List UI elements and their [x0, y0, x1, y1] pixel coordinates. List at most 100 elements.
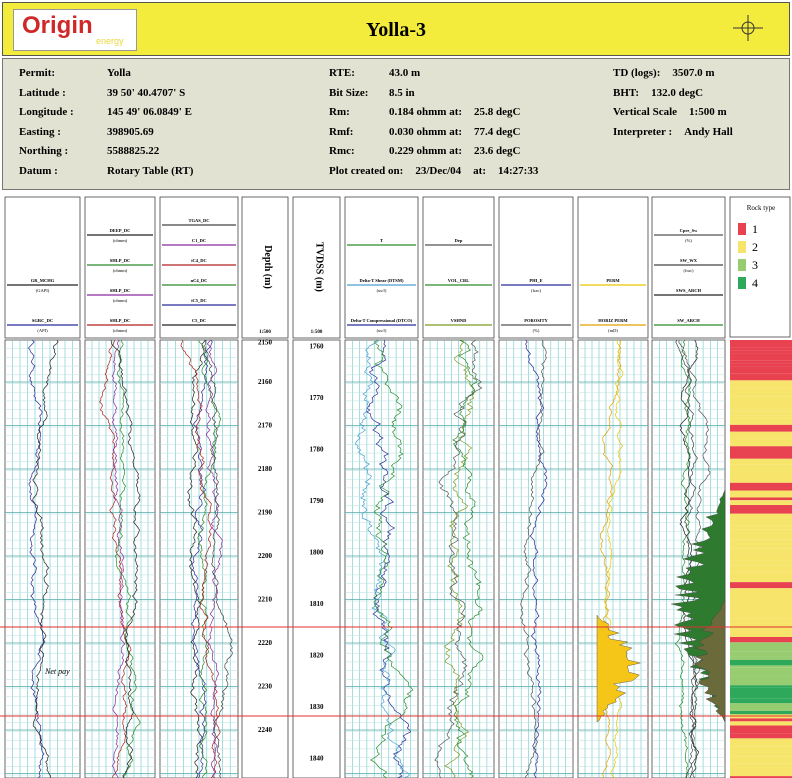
- log-curve: [369, 339, 414, 778]
- info-label: Northing :: [19, 145, 69, 157]
- info-label: Permit:: [19, 67, 56, 79]
- depth-label: 2150: [258, 339, 273, 347]
- depth-label: 2220: [258, 639, 273, 647]
- rock-stripe: [730, 659, 792, 666]
- info-row: Bit Size: 8.5 in: [329, 87, 550, 107]
- log-curve: [525, 339, 548, 778]
- info-row: Rm: 0.184 ohmm at: 25.8 degC: [329, 106, 550, 126]
- rock-stripe: [730, 415, 792, 419]
- legend-swatch: [738, 241, 746, 253]
- curve-name: Dep: [455, 238, 463, 243]
- info-value: 0.229 ohmm at:: [389, 145, 463, 157]
- curve-name: SHLP_DC: [110, 318, 131, 323]
- info-value: 77.4 degC: [474, 125, 521, 138]
- logo: Origin energy: [13, 9, 137, 51]
- info-value: 132.0 degC: [651, 86, 704, 99]
- info-value: 1:500 m: [689, 106, 727, 118]
- curve-unit: (API): [37, 328, 48, 333]
- track-scale: 1:500: [259, 330, 271, 335]
- rock-stripe: [730, 675, 792, 686]
- info-value: 25.8 degC: [474, 106, 521, 118]
- porosity-fill: [596, 614, 641, 723]
- rock-stripe: [730, 350, 792, 354]
- track-title: Depth (m): [262, 245, 273, 289]
- info-value: 23.6 degC: [474, 145, 521, 157]
- rock-stripe: [730, 464, 792, 474]
- info-value: Yolla: [107, 67, 131, 79]
- curve-unit: (GAPI): [36, 288, 50, 293]
- rock-stripe: [730, 529, 792, 540]
- info-row: Latitude : 39 50' 40.4707' S: [19, 87, 205, 107]
- rock-stripe: [730, 505, 792, 514]
- rock-stripe: [730, 490, 792, 498]
- legend-label: 3: [752, 258, 758, 272]
- curve-name: C5_DC: [192, 318, 206, 323]
- info-label: Datum :: [19, 164, 58, 177]
- rock-stripe: [730, 340, 792, 348]
- info-row: Permit: Yolla: [19, 67, 205, 87]
- info-label: Vertical Scale: [613, 106, 678, 118]
- rock-stripe: [730, 769, 792, 777]
- rock-stripe: [730, 451, 792, 459]
- info-value: 0.030 ohmm at:: [389, 125, 463, 138]
- rock-stripe: [730, 665, 792, 668]
- legend-swatch: [738, 277, 746, 289]
- info-label: TD (logs):: [613, 67, 661, 79]
- depth-label: 1780: [310, 446, 325, 454]
- curve-name: SW_ARCH: [677, 318, 700, 323]
- info-value: 0.184 ohmm at:: [389, 106, 463, 118]
- info-label: Easting :: [19, 125, 61, 138]
- info-label: Rmf:: [329, 125, 354, 138]
- rock-stripe: [730, 656, 792, 660]
- curve-name: SHLP_DC: [110, 288, 131, 293]
- depth-label: 1800: [310, 549, 325, 557]
- log-curve: [111, 339, 126, 778]
- rock-stripe: [730, 513, 792, 520]
- log-curve: [452, 339, 484, 778]
- info-value: 23/Dec/04: [415, 164, 462, 177]
- legend-swatch: [738, 223, 746, 235]
- rock-stripe: [730, 582, 792, 589]
- rock-stripe: [730, 396, 792, 403]
- rock-stripe: [730, 756, 792, 764]
- rock-stripe: [730, 572, 792, 583]
- rock-stripe: [730, 500, 792, 506]
- curve-name: nC4_DC: [191, 278, 208, 283]
- rock-stripe: [730, 525, 792, 530]
- curve-unit: (ohmm): [113, 328, 128, 333]
- info-label: BHT:: [613, 86, 640, 99]
- info-label: Rmc:: [329, 145, 355, 157]
- info-row: Plot created on: 23/Dec/04 at: 14:27:33: [329, 165, 550, 185]
- rock-stripe: [730, 588, 792, 596]
- rock-stripe: [730, 380, 792, 383]
- depth-label: 2240: [258, 726, 273, 734]
- track-header: [344, 196, 419, 339]
- info-value: 14:27:33: [498, 164, 539, 177]
- saturation-fill: [693, 599, 726, 723]
- curve-name: DEEP_DC: [110, 228, 131, 233]
- info-row: RTE: 43.0 m: [329, 67, 550, 87]
- logo-sub: energy: [96, 36, 124, 46]
- rock-stripe: [730, 438, 792, 447]
- rock-stripe: [730, 776, 792, 778]
- log-curve: [205, 339, 223, 778]
- info-label: Interpreter :: [613, 125, 673, 138]
- rock-stripe: [730, 356, 792, 361]
- rock-stripe: [730, 667, 792, 676]
- track-header: [422, 196, 495, 339]
- curve-name: HORIZ PERM: [598, 318, 628, 323]
- info-row: TD (logs): 3507.0 m: [613, 67, 745, 87]
- track-header: [577, 196, 649, 339]
- track-header: [292, 196, 341, 339]
- info-row: Rmc: 0.229 ohmm at: 23.6 degC: [329, 145, 550, 165]
- curve-name: Delta-T Compressional (DTCO): [351, 318, 413, 323]
- curve-unit: (ohmm): [113, 238, 128, 243]
- depth-label: 1840: [310, 755, 325, 763]
- rock-stripe: [730, 353, 792, 357]
- info-row: Datum : Rotary Table (RT): [19, 165, 205, 185]
- rock-stripe: [730, 733, 792, 739]
- log-curve: [519, 339, 547, 778]
- curve-name: Cpre_Sw: [680, 228, 698, 233]
- rock-stripe: [730, 482, 792, 491]
